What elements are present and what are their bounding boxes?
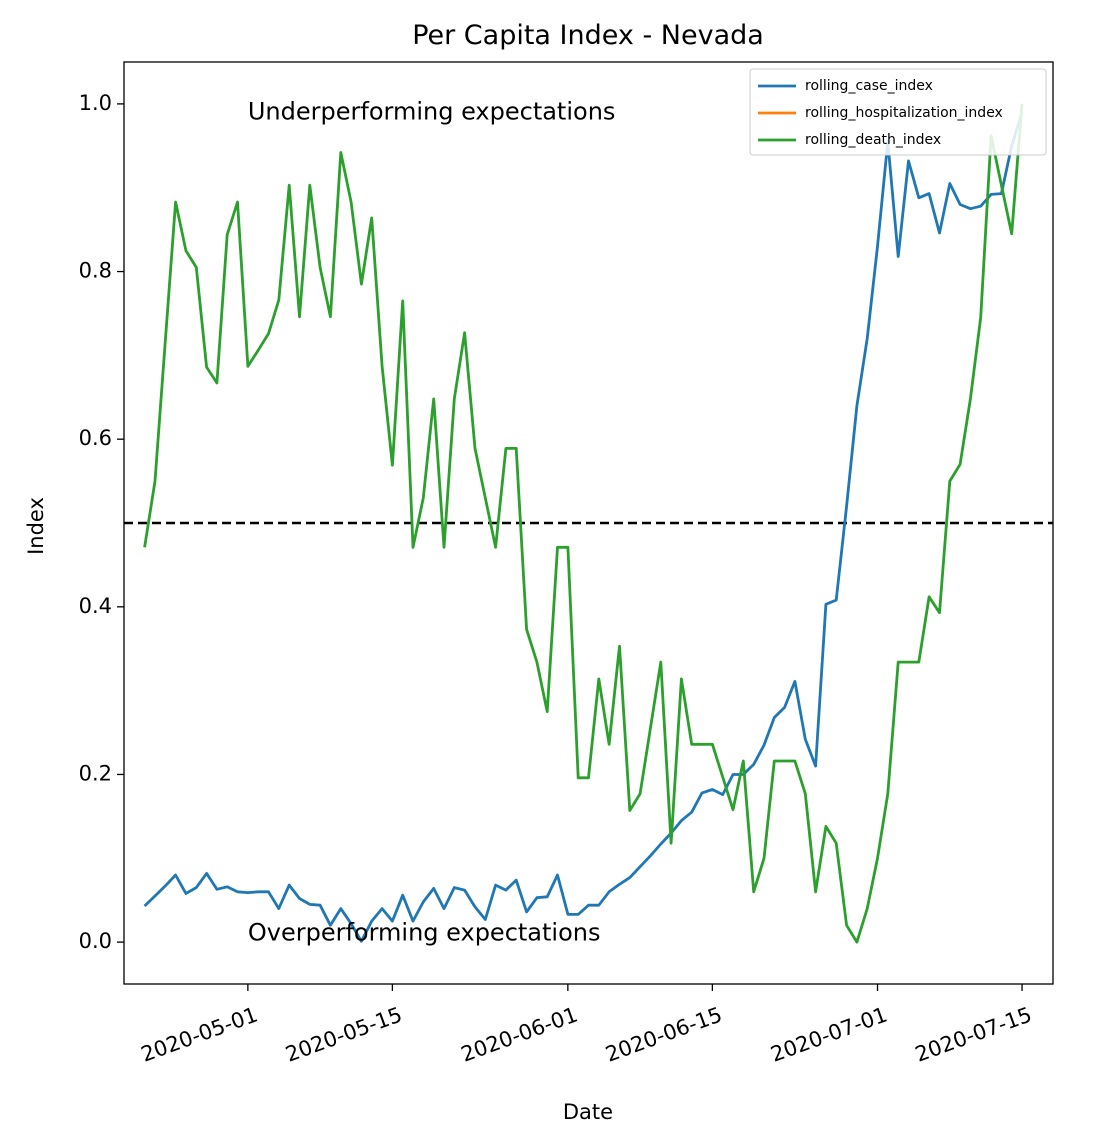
- y-axis: 0.0 0.2 0.4 0.6 0.8 1.0: [79, 91, 124, 953]
- y-axis-label: Index: [24, 497, 48, 555]
- x-tick-label: 2020-05-01: [138, 1002, 261, 1066]
- y-tick-label: 0.4: [79, 594, 112, 618]
- y-tick-label: 1.0: [79, 91, 112, 115]
- annotation-1: Overperforming expectations: [248, 919, 601, 947]
- x-tick-label: 2020-07-01: [768, 1002, 891, 1066]
- x-axis-label: Date: [563, 1100, 613, 1124]
- x-tick-label: 2020-05-15: [282, 1002, 405, 1066]
- x-tick-label: 2020-06-01: [458, 1002, 581, 1066]
- y-tick-label: 0.8: [79, 259, 112, 283]
- legend-label-rolling_case_index: rolling_case_index: [805, 78, 933, 94]
- y-tick-label: 0.2: [79, 761, 112, 785]
- plot-area: Underperforming expectations Overperformi…: [124, 97, 1053, 947]
- legend: rolling_case_index rolling_hospitalizatio…: [749, 68, 1047, 156]
- legend-label-rolling_death_index: rolling_death_index: [805, 132, 941, 148]
- series-line-rolling_death_index: [143, 103, 1024, 944]
- plot-frame: [123, 61, 1054, 985]
- y-tick-label: 0.0: [79, 929, 112, 953]
- legend-label-rolling_hospitalization_index: rolling_hospitalization_index: [805, 105, 1003, 121]
- x-axis: 2020-05-01 2020-05-15 2020-06-01 2020-06-15…: [138, 984, 1035, 1067]
- annotation-0: Underperforming expectations: [248, 97, 616, 125]
- y-tick-label: 0.6: [79, 426, 112, 450]
- x-tick-label: 2020-06-15: [602, 1002, 725, 1066]
- series-line-rolling_case_index: [143, 111, 1024, 943]
- legend-box: [749, 68, 1047, 156]
- x-tick-label: 2020-07-15: [912, 1002, 1035, 1066]
- chart-title: Per Capita Index - Nevada: [412, 20, 764, 51]
